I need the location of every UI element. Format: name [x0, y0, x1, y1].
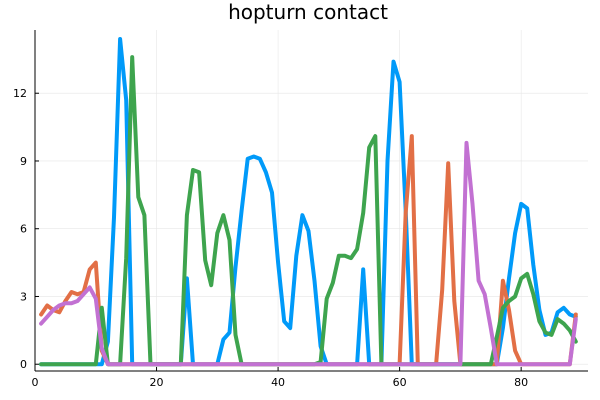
series-group	[39, 37, 578, 367]
y-tick-label-2: 6	[20, 223, 27, 236]
x-tick-label-1: 20	[150, 376, 164, 389]
y-ticks: 0 3 6 9 12	[13, 87, 39, 371]
series-line-4	[39, 140, 578, 367]
x-tick-label-0: 0	[32, 376, 39, 389]
y-tick-label-0: 0	[20, 358, 27, 371]
y-tick-label-3: 9	[20, 155, 27, 168]
x-tick-label-4: 80	[514, 376, 528, 389]
x-tick-label-2: 40	[271, 376, 285, 389]
axes	[34, 30, 588, 372]
y-tick-label-1: 3	[20, 290, 27, 303]
series-line-3	[39, 55, 578, 367]
chart-title: hopturn contact	[228, 0, 388, 24]
y-tick-label-4: 12	[13, 87, 27, 100]
x-ticks: 0 20 40 60 80	[32, 367, 528, 389]
x-tick-label-3: 60	[393, 376, 407, 389]
